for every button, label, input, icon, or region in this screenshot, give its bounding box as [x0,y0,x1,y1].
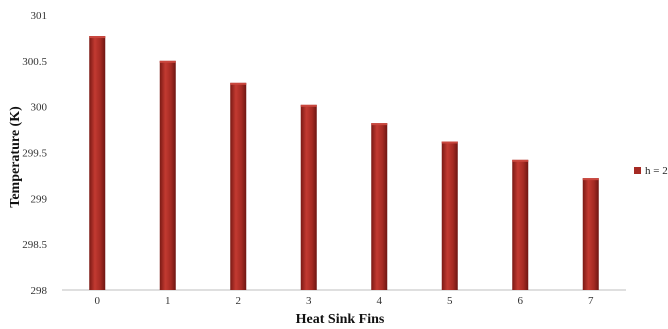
bar-cap [582,178,599,181]
y-tick-label: 298.5 [22,239,47,251]
bar-body [159,60,176,291]
bar-cap [159,60,176,63]
bar-body [441,141,458,290]
bar-body [371,123,388,291]
x-tick-label: 2 [236,295,242,307]
bar [159,60,176,291]
x-tick-label: 5 [447,295,453,307]
y-tick-label: 300 [31,102,48,114]
bar-body [582,178,599,290]
bar-cap [512,159,529,162]
y-tick-label: 299.5 [22,148,47,160]
bar-cap [230,82,247,85]
y-axis-ticks: 298 298.5 299 299.5 300 300.5 301 [22,10,47,297]
y-axis-title: Temperature (K) [8,106,23,208]
bars [89,36,599,291]
bar [300,104,317,290]
x-tick-label: 1 [165,295,171,307]
x-tick-label: 6 [518,295,524,307]
bar-cap [441,141,458,144]
bar-body [512,159,529,290]
x-tick-label: 7 [588,295,594,307]
bar [230,82,247,290]
bar-cap [300,104,317,107]
legend: h = 20 [634,165,668,177]
y-tick-label: 298 [31,285,48,297]
y-tick-label: 300.5 [22,56,47,68]
legend-swatch [634,167,641,174]
y-tick-label: 299 [31,193,48,205]
bar [441,141,458,290]
x-tick-label: 0 [95,295,101,307]
bar [582,178,599,290]
bar-cap [371,123,388,126]
x-tick-label: 4 [377,295,383,307]
bar [371,123,388,291]
bar-body [89,36,106,291]
bar [512,159,529,290]
bar-body [230,82,247,290]
bar-body [300,104,317,290]
bar [89,36,106,291]
bar-cap [89,36,106,39]
x-axis-ticks: 0 1 2 3 4 5 6 7 [95,295,595,307]
legend-label: h = 20 [645,165,668,177]
y-tick-label: 301 [31,10,48,22]
x-tick-label: 3 [306,295,312,307]
x-axis-title: Heat Sink Fins [296,312,385,327]
